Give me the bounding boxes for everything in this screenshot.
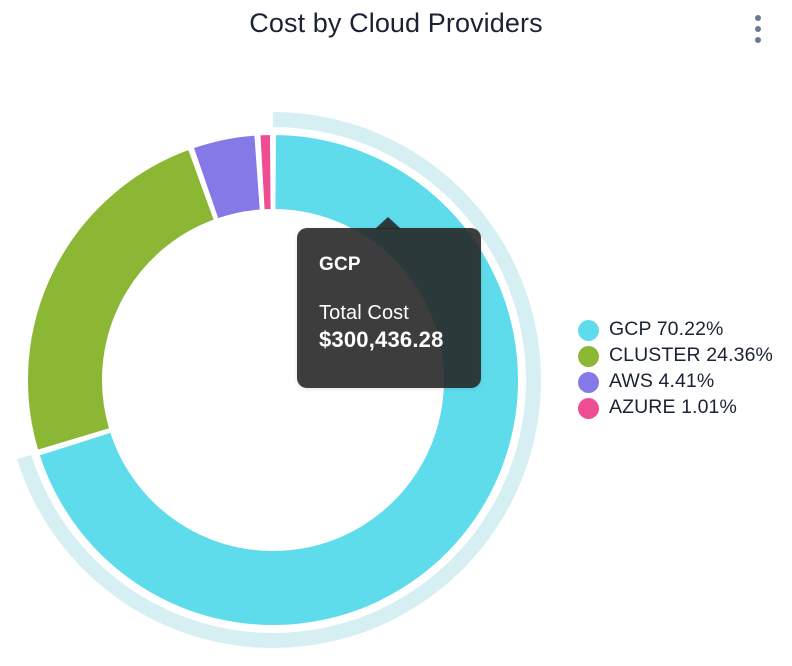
legend-swatch-icon (578, 346, 599, 367)
legend-item[interactable]: CLUSTER 24.36% (578, 342, 784, 368)
donut-slice-azure[interactable] (258, 132, 273, 212)
donut-chart-svg (16, 112, 542, 648)
legend-item-label: AZURE 1.01% (609, 396, 737, 418)
legend-item[interactable]: GCP 70.22% (578, 316, 784, 342)
donut-slice-aws[interactable] (191, 133, 262, 221)
chart-legend: GCP 70.22% CLUSTER 24.36% AWS 4.41% AZURE 1… (578, 316, 784, 420)
card-header: Cost by Cloud Providers (0, 0, 792, 56)
kebab-dot-2 (755, 26, 761, 32)
kebab-dot-1 (755, 15, 761, 21)
legend-item[interactable]: AWS 4.41% (578, 368, 784, 394)
kebab-dot-3 (755, 37, 761, 43)
legend-swatch-icon (578, 372, 599, 393)
legend-swatch-icon (578, 320, 599, 341)
kebab-menu-icon[interactable] (744, 10, 772, 48)
legend-swatch-icon (578, 398, 599, 419)
legend-item-label: CLUSTER 24.36% (609, 344, 773, 366)
donut-chart-plot-area (16, 112, 542, 648)
legend-item-label: AWS 4.41% (609, 370, 715, 392)
page-title: Cost by Cloud Providers (249, 8, 543, 38)
donut-slice-cluster[interactable] (26, 147, 217, 453)
legend-item-label: GCP 70.22% (609, 318, 724, 340)
legend-item[interactable]: AZURE 1.01% (578, 394, 784, 420)
